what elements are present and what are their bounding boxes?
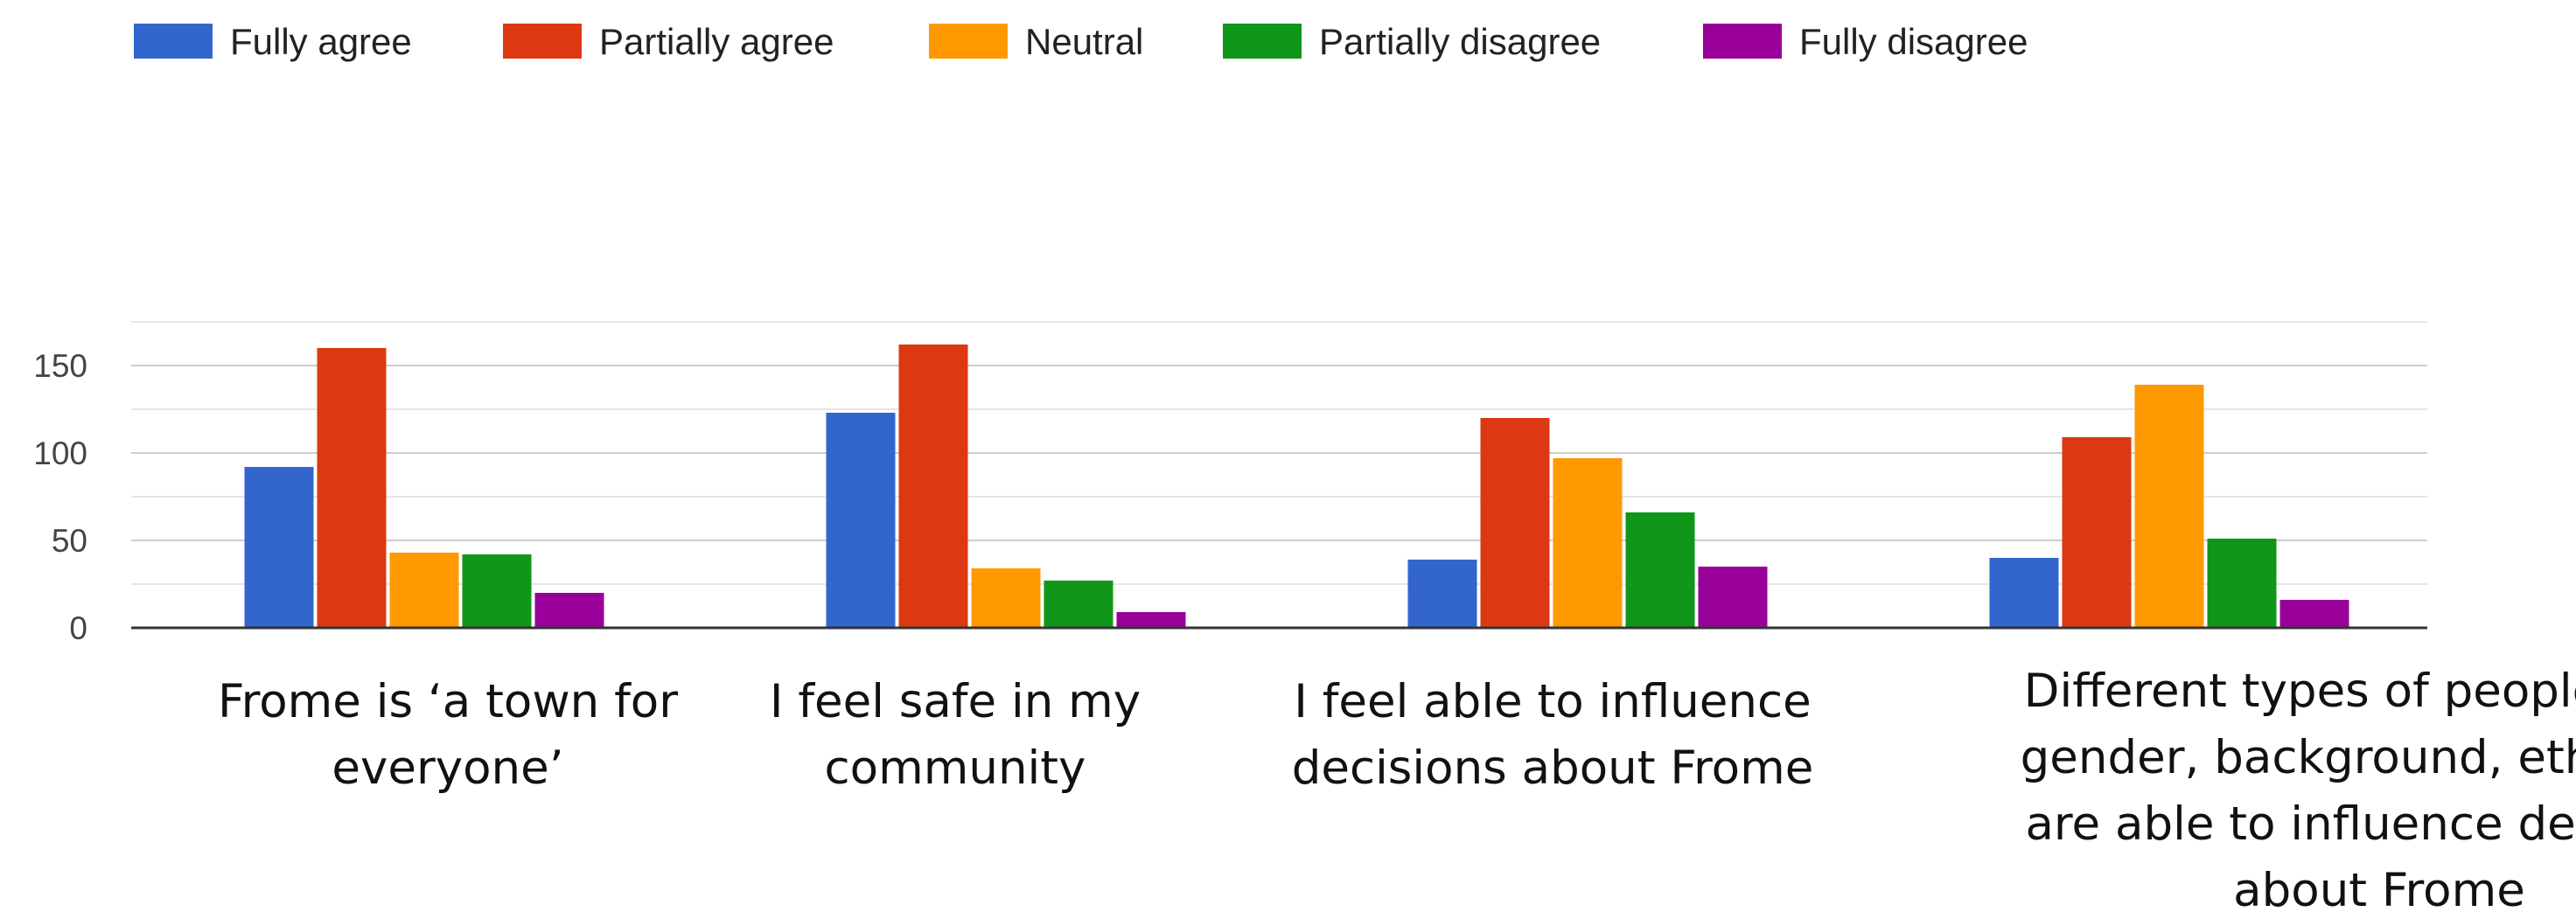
legend-swatch xyxy=(503,24,582,59)
category-label-line: Different types of people (age, xyxy=(2024,665,2576,718)
legend-label: Partially agree xyxy=(599,21,834,62)
bar-fully-agree xyxy=(244,467,314,628)
legend: Fully agree Partially agree Neutral Partial… xyxy=(134,21,2028,62)
bar-partially-disagree xyxy=(462,554,532,628)
y-tick-label: 150 xyxy=(33,348,87,384)
bars xyxy=(244,345,2349,628)
bar-fully-disagree xyxy=(534,593,604,628)
bar-partially-agree xyxy=(1480,418,1550,628)
legend-label: Fully agree xyxy=(230,21,412,62)
legend-swatch xyxy=(1223,24,1302,59)
category-labels: Frome is ‘a town for everyone’ I feel safe… xyxy=(218,665,2576,917)
bar-neutral xyxy=(971,568,1041,628)
category-label-line: Frome is ‘a town for xyxy=(218,675,678,728)
bar-neutral xyxy=(2134,385,2204,628)
category-label-line: are able to influence decisions xyxy=(2025,797,2576,851)
category-label-line: about Frome xyxy=(2233,864,2525,917)
bar-fully-agree xyxy=(1989,558,2059,628)
legend-label: Neutral xyxy=(1025,21,1143,62)
bar-partially-disagree xyxy=(1044,581,1113,628)
bar-fully-agree xyxy=(826,413,896,628)
bar-partially-agree xyxy=(898,345,968,628)
y-tick-label: 50 xyxy=(52,523,87,559)
category-label-line: I feel safe in my xyxy=(770,675,1141,728)
grid-lines xyxy=(131,321,2427,585)
bar-fully-disagree xyxy=(2279,600,2349,628)
category-label-line: gender, background, ethnicity) xyxy=(2021,731,2576,784)
legend-swatch xyxy=(929,24,1008,59)
bar-fully-disagree xyxy=(1116,612,1186,628)
category-label-line: decisions about Frome xyxy=(1292,741,1814,795)
bar-fully-disagree xyxy=(1698,567,1768,628)
y-axis-ticks: 0 50 100 150 xyxy=(33,348,87,646)
category-label-line: community xyxy=(825,741,1086,795)
legend-swatch xyxy=(1703,24,1782,59)
bar-fully-agree xyxy=(1407,560,1477,628)
bar-partially-agree xyxy=(2062,437,2132,628)
y-tick-label: 100 xyxy=(33,435,87,471)
legend-label: Partially disagree xyxy=(1319,21,1601,62)
bar-partially-agree xyxy=(317,348,387,628)
bar-neutral xyxy=(1553,458,1623,628)
legend-label: Fully disagree xyxy=(1799,21,2028,62)
bar-neutral xyxy=(389,553,459,628)
legend-swatch xyxy=(134,24,213,59)
bar-partially-disagree xyxy=(1625,512,1695,628)
category-label-line: everyone’ xyxy=(332,741,563,795)
y-tick-label: 0 xyxy=(69,610,87,646)
bar-partially-disagree xyxy=(2207,539,2277,628)
category-label-line: I feel able to influence xyxy=(1294,675,1812,728)
